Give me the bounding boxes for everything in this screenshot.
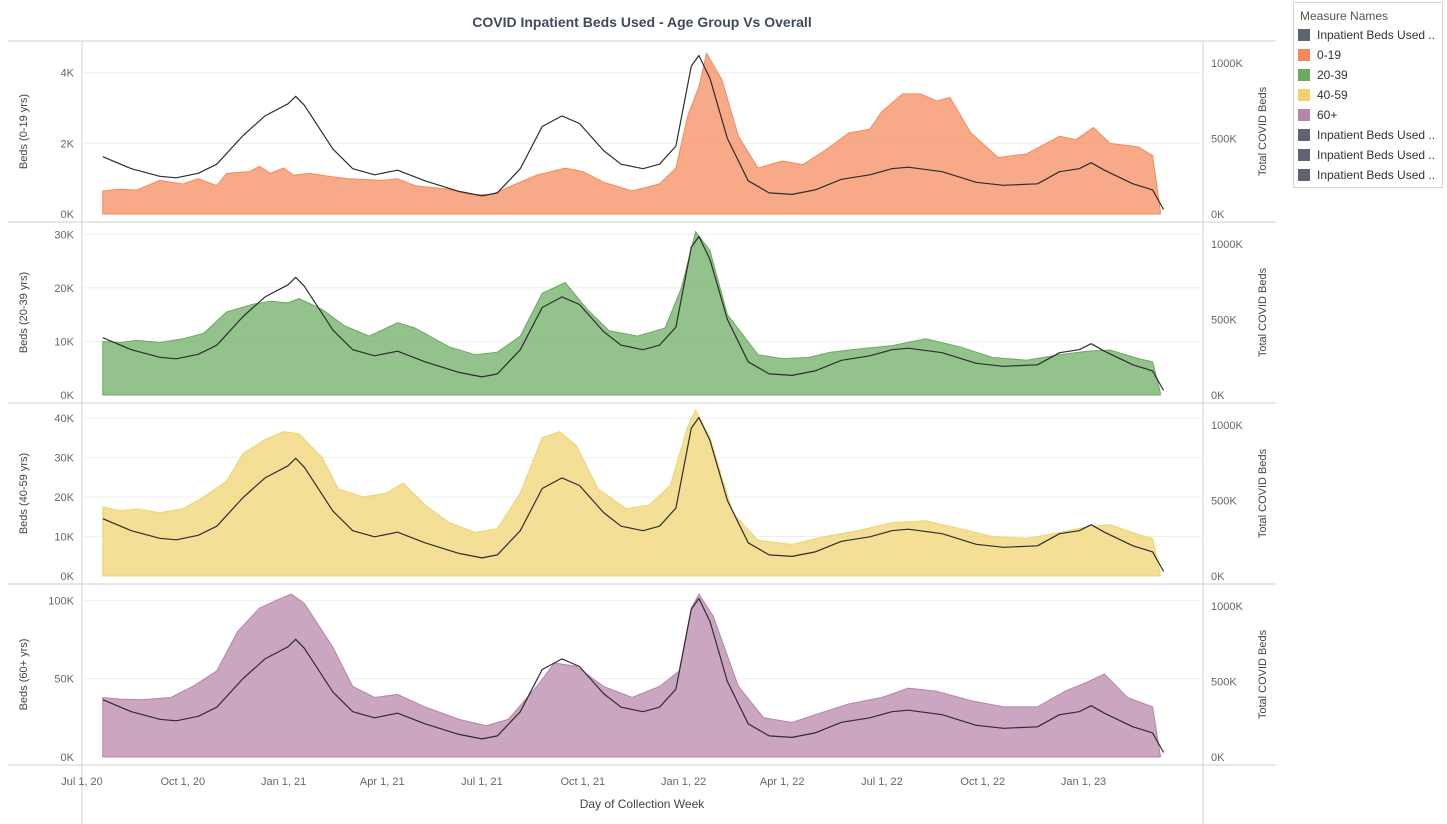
y2-axis-title: Total COVID Beds — [1257, 267, 1269, 357]
x-tick-label: Jan 1, 21 — [261, 776, 306, 788]
panel-60+: 0K 50K 100K 0K 500K 1000K Beds (60+ yrs) Total … — [8, 583, 1276, 766]
legend-label: Inpatient Beds Used .. — [1317, 128, 1436, 142]
y-tick-label: 0K — [61, 209, 75, 221]
y-tick-label: 20K — [54, 492, 74, 504]
y-tick-label: 10K — [54, 336, 74, 348]
x-tick-label: Jan 1, 23 — [1061, 776, 1106, 788]
x-tick-label: Jul 1, 21 — [461, 776, 503, 788]
y-tick-label: 10K — [54, 531, 74, 543]
y-tick-label: 0K — [61, 571, 75, 583]
y-tick-label: 30K — [54, 452, 74, 464]
y2-tick-label: 500K — [1211, 677, 1237, 689]
y-tick-label: 50K — [54, 674, 74, 686]
legend-swatch — [1298, 29, 1310, 41]
area-20-39 — [102, 230, 1161, 396]
legend-swatch — [1298, 169, 1310, 181]
y-tick-label: 4K — [61, 68, 75, 80]
legend-swatch — [1298, 49, 1310, 61]
y2-tick-label: 1000K — [1211, 420, 1243, 432]
y2-tick-label: 500K — [1211, 315, 1237, 327]
legend-item[interactable]: 40-59 — [1298, 85, 1442, 105]
y-tick-label: 0K — [61, 752, 75, 764]
y-axis-title: Beds (0-19 yrs) — [18, 94, 30, 169]
legend-swatch — [1298, 149, 1310, 161]
y-tick-label: 0K — [61, 390, 75, 402]
chart-panels: 0K 2K 4K 0K 500K 1000K Beds (0-19 yrs) Total CO… — [8, 40, 1276, 824]
y-axis-title: Beds (20-39 yrs) — [18, 272, 30, 353]
legend-items: Inpatient Beds Used .. 0-19 20-39 40-59 60+ I… — [1294, 25, 1442, 185]
legend-label: 60+ — [1317, 108, 1338, 122]
legend-item[interactable]: 60+ — [1298, 105, 1442, 125]
overall-line — [102, 416, 1165, 572]
y2-tick-label: 0K — [1211, 390, 1225, 402]
y2-axis-title: Total COVID Beds — [1257, 86, 1269, 176]
x-tick-label: Oct 1, 22 — [960, 776, 1005, 788]
legend-label: 40-59 — [1317, 88, 1348, 102]
y2-axis-title: Total COVID Beds — [1257, 629, 1269, 719]
overall-line — [102, 54, 1165, 210]
y2-tick-label: 500K — [1211, 496, 1237, 508]
overall-line — [102, 235, 1165, 391]
legend-item[interactable]: Inpatient Beds Used .. — [1298, 145, 1442, 165]
x-tick-label: Oct 1, 21 — [560, 776, 605, 788]
legend: Measure Names Inpatient Beds Used .. 0-19… — [1293, 2, 1443, 188]
legend-label: 0-19 — [1317, 48, 1342, 62]
y-tick-label: 40K — [54, 413, 74, 425]
x-tick-label: Apr 1, 21 — [360, 776, 405, 788]
legend-label: 20-39 — [1317, 68, 1348, 82]
panel-40-59: 0K 10K 20K 30K 40K 0K 500K 1000K Beds (40-59 yrs… — [8, 402, 1276, 583]
legend-item[interactable]: 0-19 — [1298, 45, 1442, 65]
area-40-59 — [102, 408, 1161, 577]
y2-tick-label: 1000K — [1211, 601, 1243, 613]
y2-tick-label: 0K — [1211, 209, 1225, 221]
overall-line — [102, 597, 1165, 753]
x-tick-label: Jan 1, 22 — [661, 776, 706, 788]
x-tick-label: Jul 1, 20 — [61, 776, 103, 788]
legend-label: Inpatient Beds Used .. — [1317, 148, 1436, 162]
x-axis-title: Day of Collection Week — [580, 797, 706, 811]
x-tick-label: Oct 1, 20 — [160, 776, 205, 788]
y2-tick-label: 500K — [1211, 134, 1237, 146]
y2-tick-label: 0K — [1211, 571, 1225, 583]
y2-tick-label: 1000K — [1211, 239, 1243, 251]
legend-label: Inpatient Beds Used .. — [1317, 168, 1436, 182]
legend-swatch — [1298, 69, 1310, 81]
legend-title: Measure Names — [1300, 9, 1389, 23]
legend-swatch — [1298, 129, 1310, 141]
y2-tick-label: 1000K — [1211, 58, 1243, 70]
area-60+ — [102, 593, 1161, 758]
legend-item[interactable]: Inpatient Beds Used .. — [1298, 165, 1442, 185]
y-tick-label: 2K — [61, 138, 75, 150]
y2-tick-label: 0K — [1211, 752, 1225, 764]
x-tick-label: Jul 1, 22 — [861, 776, 903, 788]
x-tick-label: Apr 1, 22 — [760, 776, 805, 788]
x-axis: Jul 1, 20 Oct 1, 20 Jan 1, 21 Apr 1, 21 Jul … — [61, 776, 1106, 788]
y2-axis-title: Total COVID Beds — [1257, 448, 1269, 538]
legend-label: Inpatient Beds Used .. — [1317, 28, 1436, 42]
chart-title: COVID Inpatient Beds Used - Age Group Vs… — [472, 14, 811, 30]
y-axis-title: Beds (40-59 yrs) — [18, 453, 30, 534]
legend-item[interactable]: 20-39 — [1298, 65, 1442, 85]
y-tick-label: 20K — [54, 283, 74, 295]
legend-item[interactable]: Inpatient Beds Used .. — [1298, 125, 1442, 145]
legend-swatch — [1298, 89, 1310, 101]
y-tick-label: 100K — [48, 595, 74, 607]
area-0-19 — [102, 51, 1161, 215]
y-axis-title: Beds (60+ yrs) — [18, 639, 30, 711]
legend-item[interactable]: Inpatient Beds Used .. — [1298, 25, 1442, 45]
legend-swatch — [1298, 109, 1310, 121]
y-tick-label: 30K — [54, 229, 74, 241]
panel-0-19: 0K 2K 4K 0K 500K 1000K Beds (0-19 yrs) Total CO… — [8, 40, 1276, 221]
panel-20-39: 0K 10K 20K 30K 0K 500K 1000K Beds (20-39 yrs) To… — [8, 221, 1276, 402]
